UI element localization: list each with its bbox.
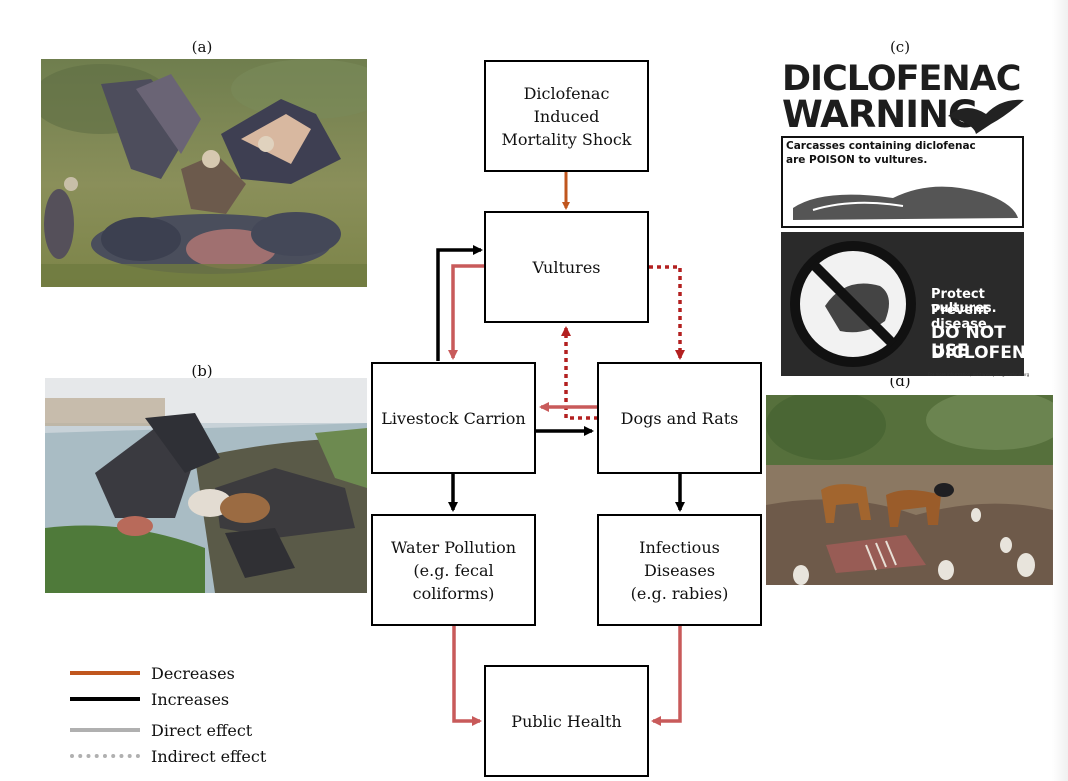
node-infectious-diseases: Infectious Diseases (e.g. rabies): [597, 514, 762, 626]
poster-footer: For more information, visit www.peregrin…: [928, 372, 1030, 377]
arrow-carrion-to-vultures: [436, 245, 483, 361]
legend-increases-label: Increases: [151, 689, 230, 709]
legend-decreases-label: Decreases: [151, 663, 235, 683]
vulture-sketch-icon: [948, 99, 1024, 134]
legend-indirect-swatch: [70, 754, 140, 758]
node-vultures-label: Vultures: [532, 257, 601, 277]
dogs-carcass-dump-photo: [766, 395, 1053, 585]
vultures-feeding-photo: [41, 59, 367, 287]
arrow-vultures-to-carrion: [448, 264, 485, 360]
node-livestock-carrion: Livestock Carrion: [371, 362, 536, 474]
poster-msg-line1: Protect vultures.: [931, 287, 997, 317]
node-dogs-and-rats-label: Dogs and Rats: [620, 408, 739, 428]
node-public-health-label: Public Health: [511, 711, 622, 731]
poster-caption-line1: Carcasses containing diclofenac: [786, 140, 976, 152]
legend-increases: Increases: [70, 687, 229, 711]
node-diclofenac-shock-label: Diclofenac Induced Mortality Shock: [501, 83, 632, 149]
node-livestock-carrion-label: Livestock Carrion: [381, 408, 526, 428]
poster-title-line1: DICLOFENAC: [782, 59, 1021, 99]
legend-increases-swatch: [70, 697, 140, 701]
panel-label-a: (a): [191, 38, 213, 56]
legend-direct-effect: Direct effect: [70, 718, 252, 742]
node-infectious-diseases-label: Infectious Diseases (e.g. rabies): [630, 537, 729, 603]
poster-msg-line4: DICLOFENAC.: [931, 343, 1059, 363]
legend-decreases-swatch: [70, 671, 140, 675]
node-vultures: Vultures: [484, 211, 649, 323]
panel-label-b: (b): [191, 362, 213, 380]
poster-lower-panel: Protect vultures. Prevent disease. DO NO…: [781, 232, 1058, 376]
poster-msg-line2: Prevent disease.: [931, 303, 992, 333]
diclofenac-warning-poster: DICLOFENAC WARNING Carcasses containing …: [778, 59, 1058, 378]
node-water-pollution: Water Pollution (e.g. fecal coliforms): [371, 514, 536, 626]
vultures-riverbank-photo: [45, 378, 367, 593]
poster-msg-line3: DO NOT USE: [931, 323, 1006, 362]
arrow-disease-to-health: [651, 625, 682, 726]
node-public-health: Public Health: [484, 665, 649, 777]
arrow-dogs-to-vultures: [561, 326, 598, 420]
legend-direct-label: Direct effect: [151, 720, 253, 740]
carcass-sketch-icon: [793, 186, 1018, 220]
carcass-illustration-frame: Carcasses containing diclofenac are POIS…: [781, 136, 1024, 228]
poster-title-line2: WARNING: [782, 93, 978, 136]
legend-direct-swatch: [70, 728, 140, 732]
page-edge-shadow: [1052, 0, 1068, 781]
node-dogs-and-rats: Dogs and Rats: [597, 362, 762, 474]
legend-indirect-effect: Indirect effect: [70, 744, 266, 768]
legend-decreases: Decreases: [70, 661, 235, 685]
arrow-vultures-to-dogs: [649, 265, 685, 360]
legend-indirect-label: Indirect effect: [151, 746, 267, 766]
poster-caption-line2: are POISON to vultures.: [786, 154, 928, 166]
node-water-pollution-label: Water Pollution (e.g. fecal coliforms): [391, 537, 516, 603]
arrow-water-to-health: [452, 625, 482, 726]
node-diclofenac-shock: Diclofenac Induced Mortality Shock: [484, 60, 649, 172]
panel-label-c: (c): [889, 38, 911, 56]
no-diclofenac-prohibition-icon: [790, 241, 916, 367]
